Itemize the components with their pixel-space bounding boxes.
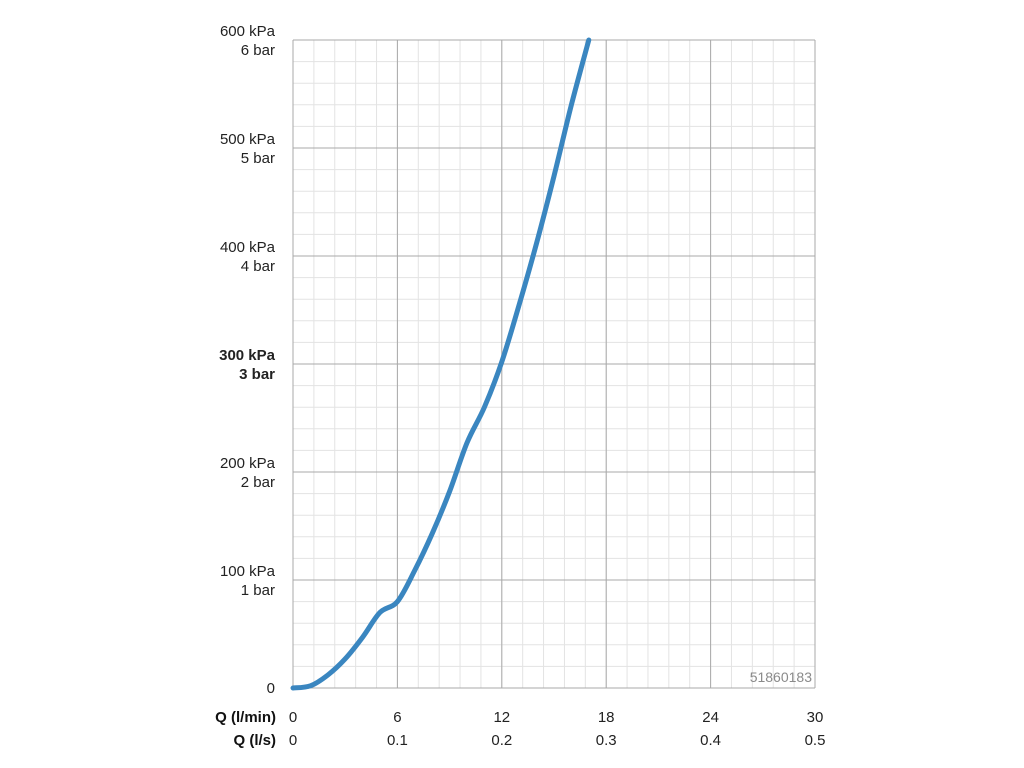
y-tick-label-bar: 5 bar: [241, 150, 275, 167]
y-axis-labels: 600 kPa 6 bar 500 kPa 5 bar 400 kPa 4 bar 300 …: [219, 23, 276, 697]
y-tick-label-bar: 3 bar: [239, 366, 275, 383]
x-tick-label-ls: 0.5: [805, 732, 826, 749]
x-tick-label-lmin: 18: [598, 709, 615, 726]
x-tick-label-ls: 0.2: [491, 732, 512, 749]
x-tick-label-ls: 0: [289, 732, 297, 749]
x-tick-label-lmin: 6: [393, 709, 401, 726]
x-tick-label-ls: 0.4: [700, 732, 721, 749]
x-axis-labels: Q (l/min) Q (l/s) 0 0 6 0.1 12 0.2 18 0.3 24 0.4 3…: [215, 709, 825, 749]
x-tick-label-lmin: 0: [289, 709, 297, 726]
y-tick-label-kpa: 200 kPa: [220, 455, 276, 472]
x-axis-2-title: Q (l/s): [233, 732, 276, 749]
y-tick-label-bar: 4 bar: [241, 258, 275, 275]
x-tick-label-lmin: 24: [702, 709, 719, 726]
y-tick-label-kpa: 300 kPa: [219, 347, 276, 364]
x-axis-1-title: Q (l/min): [215, 709, 276, 726]
y-tick-label-bar: 2 bar: [241, 474, 275, 491]
y-tick-label-kpa: 0: [267, 680, 275, 697]
x-tick-label-lmin: 12: [493, 709, 510, 726]
product-code: 51860183: [750, 669, 813, 685]
x-tick-label-ls: 0.1: [387, 732, 408, 749]
y-tick-label-bar: 6 bar: [241, 42, 275, 59]
pressure-curve: [290, 37, 592, 691]
major-gridlines: [292, 39, 816, 689]
x-tick-label-ls: 0.3: [596, 732, 617, 749]
y-tick-label-bar: 1 bar: [241, 582, 275, 599]
y-tick-label-kpa: 400 kPa: [220, 239, 276, 256]
x-tick-label-lmin: 30: [807, 709, 824, 726]
pressure-curve-layer: [290, 37, 592, 691]
y-tick-label-kpa: 600 kPa: [220, 23, 276, 40]
y-tick-label-kpa: 500 kPa: [220, 131, 276, 148]
y-tick-label-kpa: 100 kPa: [220, 563, 276, 580]
